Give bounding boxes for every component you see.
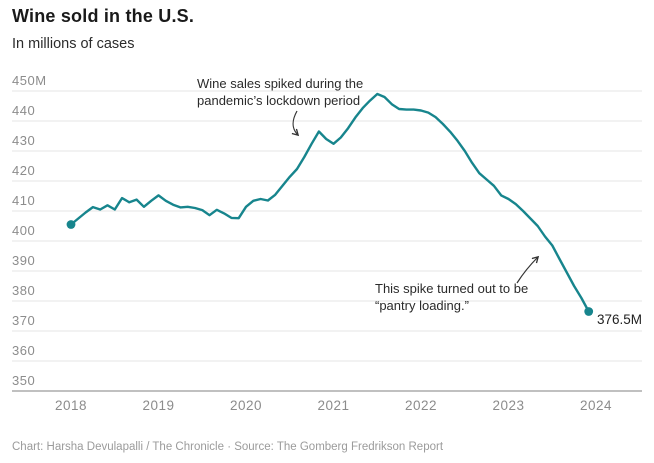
y-tick-label: 410: [12, 193, 35, 208]
y-axis-labels: 450M 440 430 420 410 400 390 380 370 360 350: [12, 73, 47, 388]
y-tick-label: 430: [12, 133, 35, 148]
annotation-pandemic-spike: Wine sales spiked during the pandemic’s …: [197, 76, 364, 108]
x-tick-label: 2021: [317, 398, 349, 413]
x-tick-label: 2020: [230, 398, 262, 413]
y-tick-label: 450M: [12, 73, 47, 88]
source-credit: Chart: Harsha Devulapalli / The Chronicl…: [12, 441, 444, 453]
x-tick-label: 2022: [405, 398, 437, 413]
y-tick-label: 380: [12, 283, 35, 298]
chart-subtitle: In millions of cases: [12, 36, 135, 52]
annotation-arrow-down-icon: [291, 110, 300, 137]
y-tick-label: 420: [12, 163, 35, 178]
annotation-pantry-loading: This spike turned out to be “pantry load…: [375, 281, 529, 313]
x-tick-label: 2023: [492, 398, 524, 413]
x-tick-label: 2019: [142, 398, 174, 413]
chart-title: Wine sold in the U.S.: [12, 6, 195, 26]
gridlines: [12, 90, 642, 392]
x-tick-label: 2018: [55, 398, 87, 413]
y-tick-label: 360: [12, 343, 35, 358]
end-point-dot: [584, 307, 594, 316]
y-tick-label: 350: [12, 373, 35, 388]
end-value-label: 376.5M: [597, 312, 643, 327]
wine-sales-line: [69, 92, 590, 313]
start-point-dot: [66, 220, 76, 229]
annotation-arrow-up-right-icon: [516, 255, 540, 284]
y-tick-label: 440: [12, 103, 35, 118]
x-tick-label: 2024: [580, 398, 612, 413]
y-tick-label: 390: [12, 253, 35, 268]
y-tick-label: 370: [12, 313, 35, 328]
y-tick-label: 400: [12, 223, 35, 238]
x-axis-labels: 2018 2019 2020 2021 2022 2023 2024: [55, 398, 612, 413]
